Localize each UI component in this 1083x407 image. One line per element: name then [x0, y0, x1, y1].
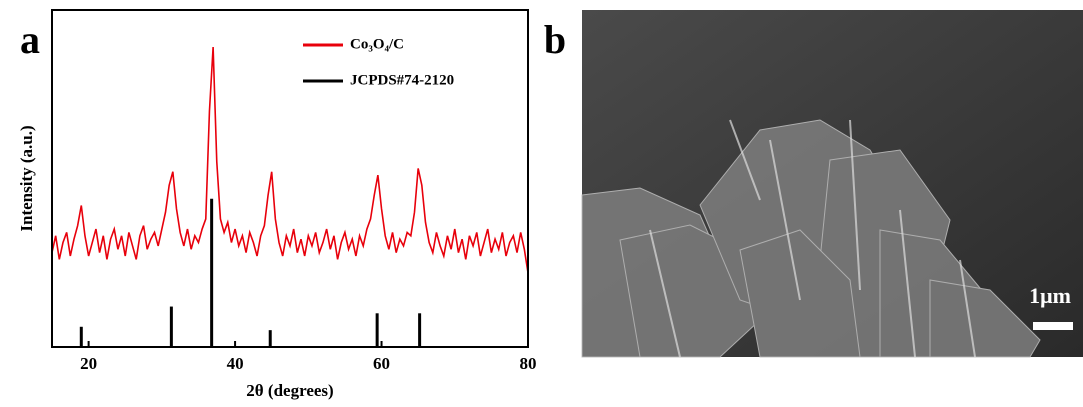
panel-label: a [20, 17, 40, 62]
panel-label: b [544, 17, 566, 62]
x-tick-label: 40 [227, 354, 244, 373]
legend-label: JCPDS#74-2120 [350, 72, 454, 88]
x-tick-label: 60 [373, 354, 390, 373]
legend-label: Co₃O₄/C [350, 36, 404, 52]
sem-image: 1μm [581, 10, 1083, 358]
plot-frame [51, 9, 529, 348]
data-line [51, 47, 529, 273]
x-axis-label: 2θ (degrees) [246, 381, 333, 400]
x-tick-label: 20 [80, 354, 97, 373]
scale-bar-label: 1μm [1029, 283, 1071, 308]
y-axis-label: Intensity (a.u.) [17, 125, 36, 231]
x-tick-label: 80 [520, 354, 537, 373]
